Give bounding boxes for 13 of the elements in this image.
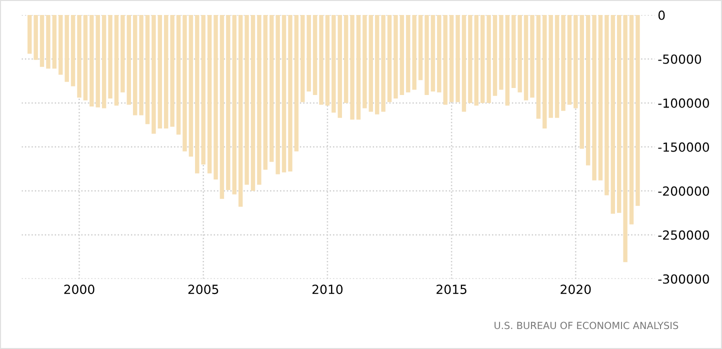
y-tick-label: -100000 [658,98,710,108]
x-tick-label: 2005 [188,284,218,294]
x-tick-label: 2010 [312,284,343,294]
y-tick-label: -50000 [658,54,702,64]
x-tick-label: 2015 [436,284,466,294]
x-tick-label: 2020 [560,284,591,294]
x-tick-label: 2000 [64,284,94,294]
y-tick-label: -250000 [658,230,710,240]
y-tick-label: 0 [658,10,665,20]
y-tick-label: -300000 [658,274,710,284]
y-tick-label: -150000 [658,142,710,152]
y-tick-label: -200000 [658,186,710,196]
text: U.S. BUREAU OF ECONOMIC ANALYSIS [494,322,678,330]
